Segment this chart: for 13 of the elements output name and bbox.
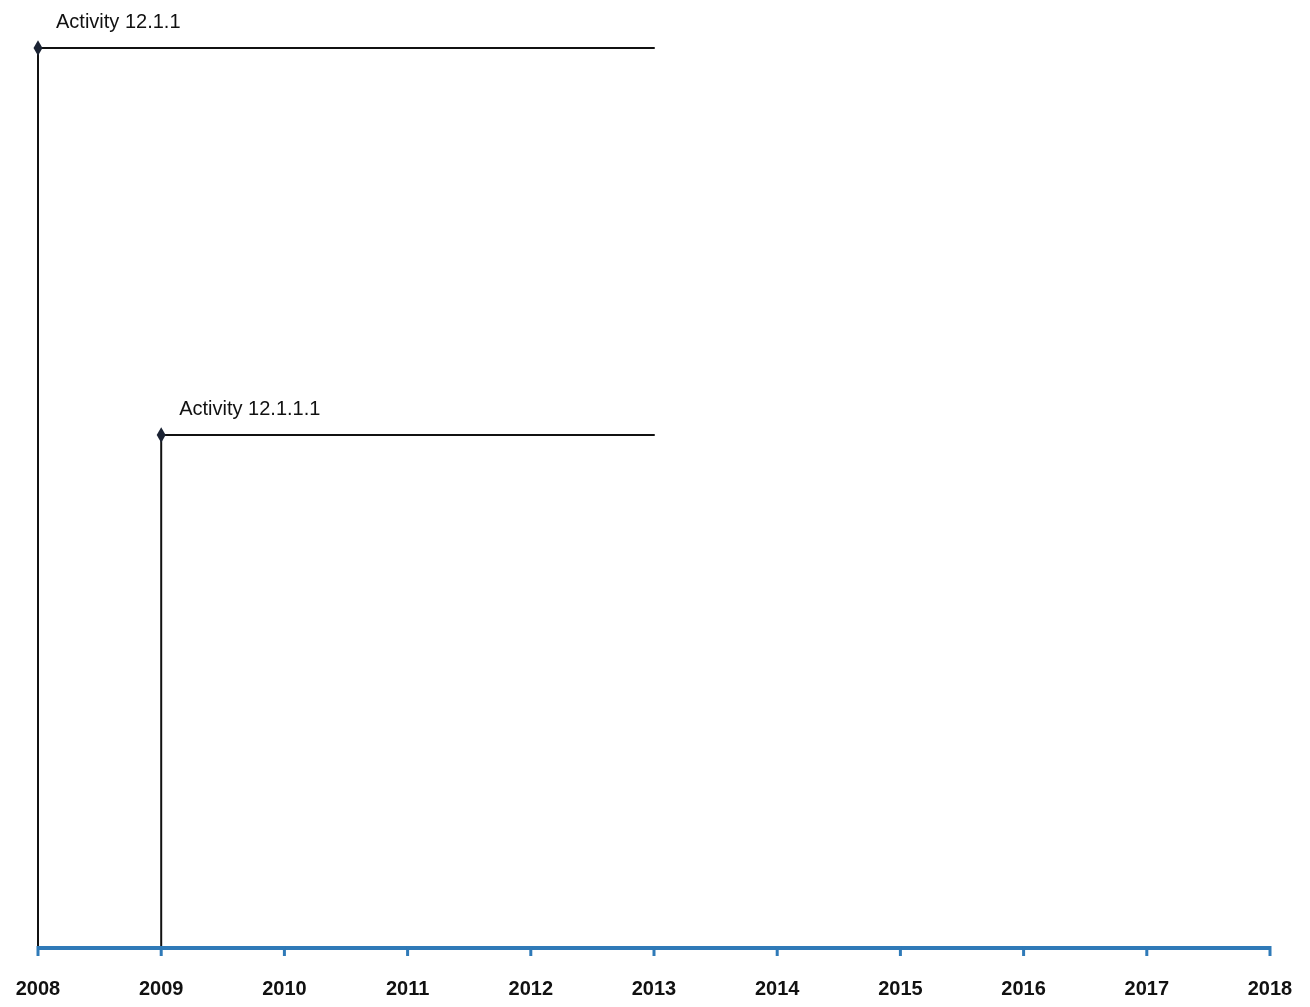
x-tick-label: 2014 <box>754 977 801 999</box>
x-tick-label: 2010 <box>262 977 307 999</box>
series-label: Activity 12.1.1.1 <box>179 397 321 419</box>
x-tick-label: 2013 <box>631 977 677 999</box>
x-tick-label: 2012 <box>508 977 554 999</box>
x-tick-label: 2016 <box>1001 977 1046 999</box>
x-tick-label: 2008 <box>15 977 61 999</box>
x-tick-label: 2009 <box>138 977 184 999</box>
x-tick-label: 2017 <box>1124 977 1170 999</box>
x-tick-label: 2011 <box>385 977 430 999</box>
x-tick-label: 2018 <box>1247 977 1293 999</box>
series-label: Activity 12.1.1 <box>56 10 181 32</box>
x-tick-label: 2015 <box>878 977 923 999</box>
